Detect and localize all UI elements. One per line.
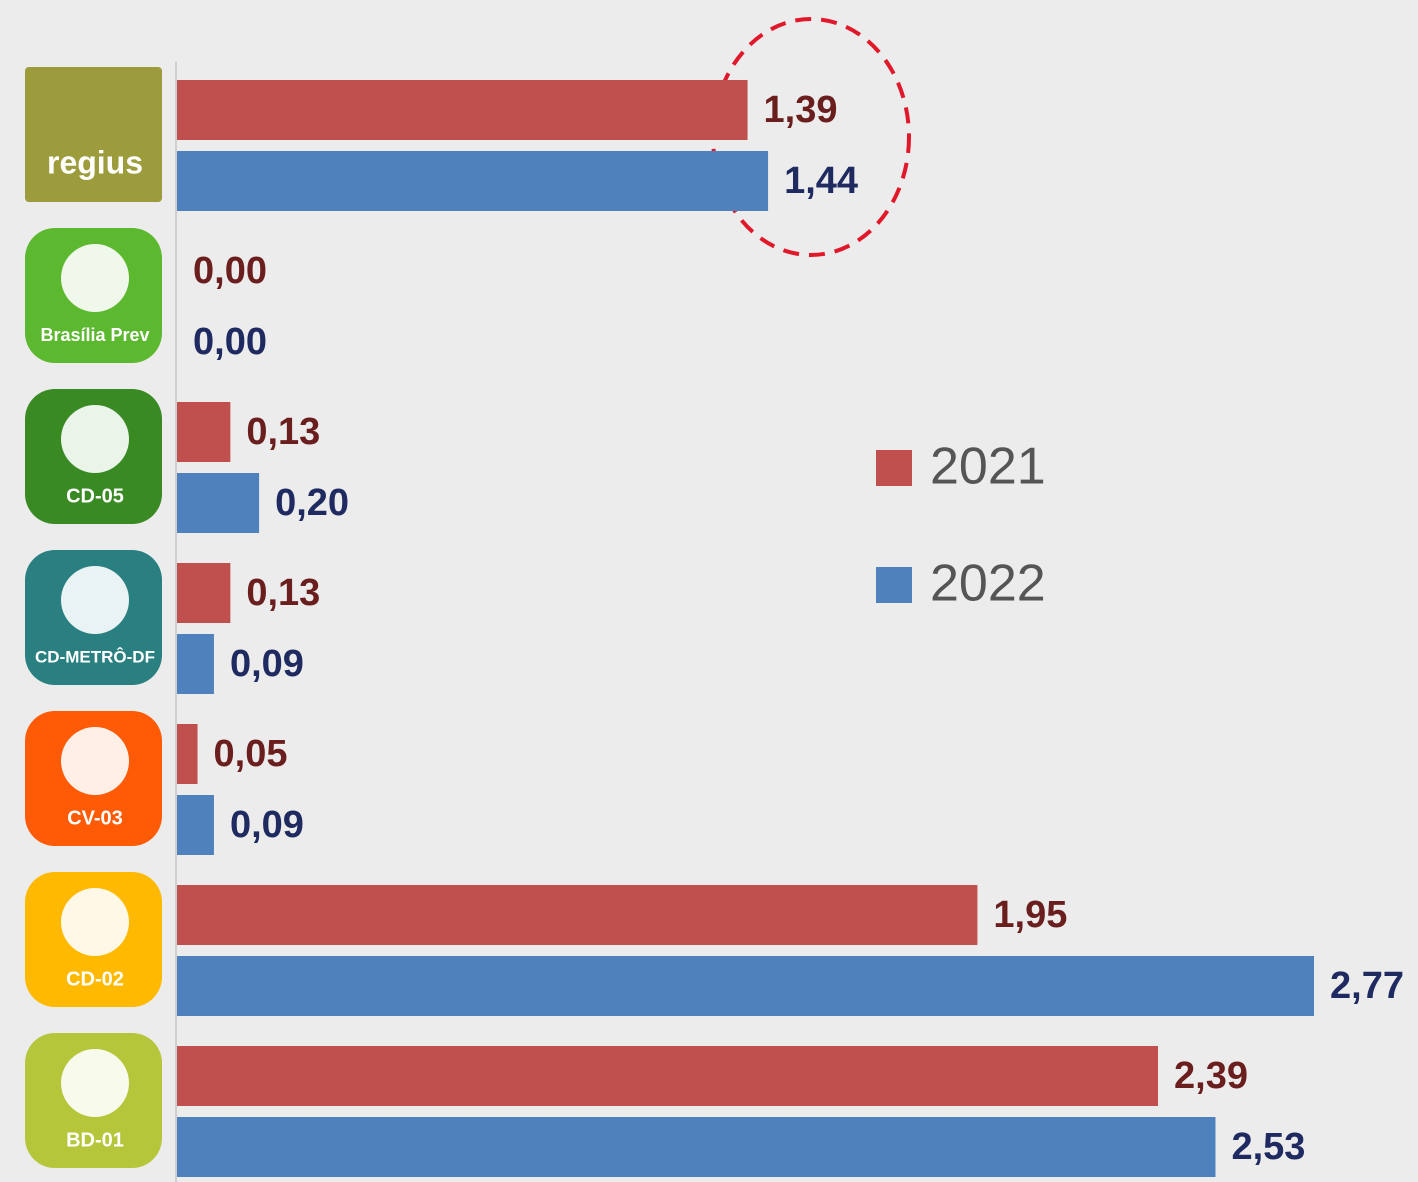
value-label: 2,77 <box>1330 965 1404 1007</box>
bar <box>177 80 748 140</box>
value-label: 0,00 <box>193 321 267 363</box>
category-label: CD-02 <box>66 968 124 990</box>
value-label: 0,09 <box>230 643 304 685</box>
value-label: 0,05 <box>214 733 288 775</box>
category-icon <box>25 67 162 202</box>
value-label: 2,53 <box>1231 1126 1305 1168</box>
value-label: 0,09 <box>230 804 304 846</box>
value-label: 2,39 <box>1174 1055 1248 1097</box>
bar <box>177 402 231 462</box>
value-label: 1,95 <box>993 894 1067 936</box>
category-label: CD-05 <box>66 485 124 507</box>
legend-label: 2022 <box>930 555 1046 613</box>
category-label: regius <box>47 144 143 180</box>
legend-label: 2021 <box>930 438 1046 496</box>
bar <box>177 634 214 694</box>
category-label: CD-METRÔ-DF <box>35 647 155 666</box>
value-label: 0,20 <box>275 482 349 524</box>
bar <box>177 885 978 945</box>
category-label: BD-01 <box>66 1129 124 1151</box>
bar <box>177 1046 1159 1106</box>
icon-emblem <box>61 888 129 956</box>
icon-emblem <box>61 405 129 473</box>
value-label: 0,13 <box>246 411 320 453</box>
icon-emblem <box>61 727 129 795</box>
icon-emblem <box>61 1049 129 1117</box>
value-label: 1,39 <box>764 89 838 131</box>
value-label: 0,13 <box>246 572 320 614</box>
legend-swatch <box>876 567 912 603</box>
category-label: Brasília Prev <box>40 325 149 345</box>
value-label: 0,00 <box>193 250 267 292</box>
bar <box>177 563 231 623</box>
bar <box>177 795 214 855</box>
bar <box>177 473 260 533</box>
bar <box>177 151 769 211</box>
value-label: 1,44 <box>784 160 858 202</box>
icon-emblem <box>61 244 129 312</box>
legend-swatch <box>876 450 912 486</box>
bar <box>177 1117 1216 1177</box>
category-label: CV-03 <box>67 807 123 829</box>
bar <box>177 956 1314 1016</box>
bar <box>177 724 198 784</box>
icon-emblem <box>61 566 129 634</box>
